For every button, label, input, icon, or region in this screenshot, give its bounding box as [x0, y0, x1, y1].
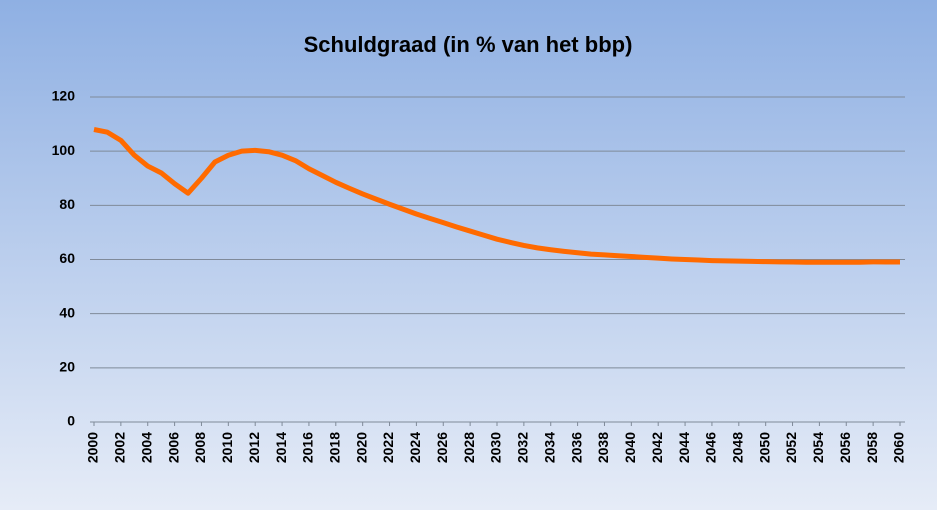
x-tick-label: 2060 — [891, 432, 907, 463]
x-tick-label: 2022 — [380, 432, 396, 463]
chart-title: Schuldgraad (in % van het bbp) — [304, 32, 633, 57]
x-tick-label: 2044 — [676, 432, 692, 463]
x-tick-label: 2014 — [273, 432, 289, 463]
x-tick-label: 2058 — [864, 432, 880, 463]
y-tick-label: 80 — [59, 196, 75, 212]
x-tick-label: 2006 — [165, 432, 181, 463]
x-tick-label: 2054 — [810, 432, 826, 463]
y-tick-label: 40 — [59, 304, 75, 320]
x-tick-label: 2004 — [138, 432, 154, 463]
y-tick-label: 60 — [59, 250, 75, 266]
x-tick-label: 2010 — [219, 432, 235, 463]
x-tick-label: 2042 — [649, 432, 665, 463]
x-tick-label: 2028 — [461, 432, 477, 463]
x-tick-label: 2002 — [112, 432, 128, 463]
x-tick-label: 2038 — [595, 432, 611, 463]
x-tick-label: 2024 — [407, 432, 423, 463]
x-tick-label: 2034 — [541, 432, 557, 463]
y-tick-label: 100 — [52, 142, 76, 158]
x-tick-label: 2048 — [730, 432, 746, 463]
x-tick-label: 2052 — [783, 432, 799, 463]
x-tick-label: 2018 — [327, 432, 343, 463]
x-tick-label: 2046 — [703, 432, 719, 463]
y-tick-label: 120 — [52, 88, 76, 104]
y-tick-label: 0 — [67, 413, 75, 429]
x-tick-label: 2020 — [353, 432, 369, 463]
x-tick-label: 2036 — [568, 432, 584, 463]
line-series — [93, 127, 900, 265]
x-tick-label: 2026 — [434, 432, 450, 463]
x-tick-label: 2032 — [515, 432, 531, 463]
x-tick-label: 2016 — [300, 432, 316, 463]
x-tick-label: 2008 — [192, 432, 208, 463]
x-tick-label: 2050 — [756, 432, 772, 463]
x-tick-label: 2040 — [622, 432, 638, 463]
x-tick-label: 2000 — [85, 432, 101, 463]
x-tick-label: 2030 — [488, 432, 504, 463]
x-tick-label: 2056 — [837, 432, 853, 463]
y-tick-label: 20 — [59, 359, 75, 375]
x-tick-label: 2012 — [246, 432, 262, 463]
